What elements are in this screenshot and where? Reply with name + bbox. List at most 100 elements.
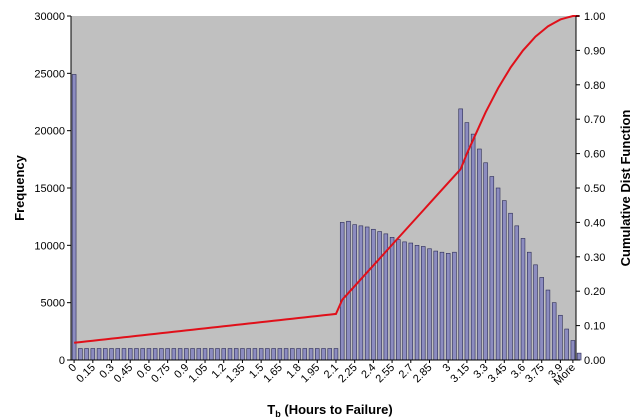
bar-2.65 [402, 241, 407, 361]
bar-0.15 [90, 348, 96, 361]
bar-2.8 [421, 246, 426, 361]
y-tick-label: 15000 [34, 183, 65, 195]
bar-2.45 [377, 231, 382, 361]
y-axis-ticks: 0 5000 10000 15000 20000 25000 30000 [34, 11, 71, 367]
bar-3.9 [558, 314, 563, 361]
bar-2.3 [358, 225, 364, 361]
bar-2.7 [408, 242, 414, 361]
y-tick-label: 5000 [41, 298, 65, 310]
bar-3.55 [514, 225, 520, 361]
bar-3.1 [458, 108, 463, 361]
bar-0.75 [165, 348, 170, 361]
bar-3.35 [489, 176, 495, 361]
x-axis-title-rest: (Hours to Failure) [281, 402, 393, 417]
y2-tick-label: 0.50 [584, 183, 605, 195]
bar-0.3 [109, 348, 114, 361]
x-tick-label: 1.35 [224, 362, 248, 386]
x-tick-label: 1.65 [261, 362, 285, 386]
bar-3.8 [545, 289, 551, 361]
x-tick-label: 2.55 [374, 362, 398, 386]
bar-1.45 [252, 348, 258, 361]
bar-0.85 [177, 348, 183, 361]
bar-1.6 [271, 348, 276, 361]
x-tick-label: 3.45 [486, 362, 510, 386]
bar-1.2 [221, 348, 226, 361]
y2-tick-label: 0.20 [584, 286, 605, 298]
bar-0.05 [78, 348, 83, 361]
bar-undefined [576, 352, 582, 361]
y-tick-label: 30000 [34, 11, 65, 23]
bar-1.7 [283, 348, 289, 361]
bar-1.5 [258, 348, 264, 361]
x-axis-title-subscript: b [275, 409, 281, 419]
x-tick-label: 0.45 [112, 362, 136, 386]
bar-3.25 [477, 148, 482, 361]
y-tick-label: 25000 [34, 68, 65, 80]
x-tick-label: 1.95 [299, 362, 323, 386]
bar-2.75 [414, 245, 420, 361]
bar-1.75 [290, 348, 295, 361]
bar-3.45 [502, 200, 507, 361]
y2-tick-label: 1.00 [584, 11, 605, 23]
bar-1.65 [277, 348, 283, 361]
x-tick-label: 2.25 [336, 362, 360, 386]
bar-2.9 [433, 250, 438, 361]
bar-2.6 [396, 239, 401, 361]
bar-3.65 [527, 251, 532, 361]
y-tick-label: 20000 [34, 126, 65, 138]
y2-axis-ticks: 0.00 0.10 0.20 0.30 0.40 0.50 0.60 0.70 0.80 0.90… [576, 11, 605, 367]
bar-0.8 [171, 348, 177, 361]
bar-3.3 [483, 162, 488, 361]
bar-1.05 [202, 348, 208, 361]
y2-tick-label: 0.70 [584, 114, 605, 126]
y2-tick-label: 0.10 [584, 321, 605, 333]
x-axis-title-main: T [267, 402, 275, 417]
bar-0.25 [103, 348, 108, 361]
bar-3 [445, 253, 451, 361]
bar-2.05 [327, 348, 332, 361]
cdf-line [74, 15, 580, 344]
bar-1.35 [240, 348, 245, 361]
bar-0.7 [159, 348, 164, 361]
bar-3.5 [508, 212, 513, 361]
bar-2.1 [333, 348, 339, 361]
y2-tick-label: 0.40 [584, 217, 605, 229]
bar-1.4 [246, 348, 251, 361]
bar-3.4 [495, 187, 501, 361]
bar-3.75 [539, 277, 544, 361]
y2-tick-label: 0.00 [584, 355, 605, 367]
bar-3.6 [520, 238, 526, 361]
bar-2.95 [439, 251, 445, 361]
bar-1.1 [209, 348, 214, 361]
x-tick-label: 3.75 [523, 362, 547, 386]
y-tick-label: 10000 [34, 240, 65, 252]
y2-axis-title: Cumulative Dist Function [618, 110, 633, 267]
x-tick-label: 2.85 [411, 362, 435, 386]
bar-0.55 [140, 348, 145, 361]
bar-2.55 [389, 237, 395, 361]
bar-2.15 [339, 222, 345, 361]
bar-2.4 [371, 228, 376, 361]
x-tick-label: 1.05 [187, 362, 211, 386]
bar-3.85 [551, 302, 557, 361]
bar-0.4 [121, 348, 127, 361]
bar-1.85 [302, 348, 308, 361]
bar-1.25 [227, 348, 233, 361]
y2-tick-label: 0.60 [584, 149, 605, 161]
y2-tick-label: 0.80 [584, 80, 605, 92]
bar-3.2 [470, 133, 476, 361]
x-tick-label: 3.15 [448, 362, 472, 386]
bar-1.3 [233, 348, 239, 361]
bar-1.8 [296, 348, 301, 361]
bar-2 [321, 348, 326, 361]
bar-0.65 [152, 348, 158, 361]
y2-tick-label: 0.30 [584, 252, 605, 264]
bar-0.6 [146, 348, 152, 361]
bar-3.7 [533, 264, 538, 361]
bar-1.95 [315, 348, 320, 361]
bar-3.95 [564, 328, 569, 361]
bar-0.1 [84, 348, 89, 361]
bar-2.25 [352, 224, 357, 361]
bar-0.5 [134, 348, 139, 361]
bar-0.45 [128, 348, 133, 361]
